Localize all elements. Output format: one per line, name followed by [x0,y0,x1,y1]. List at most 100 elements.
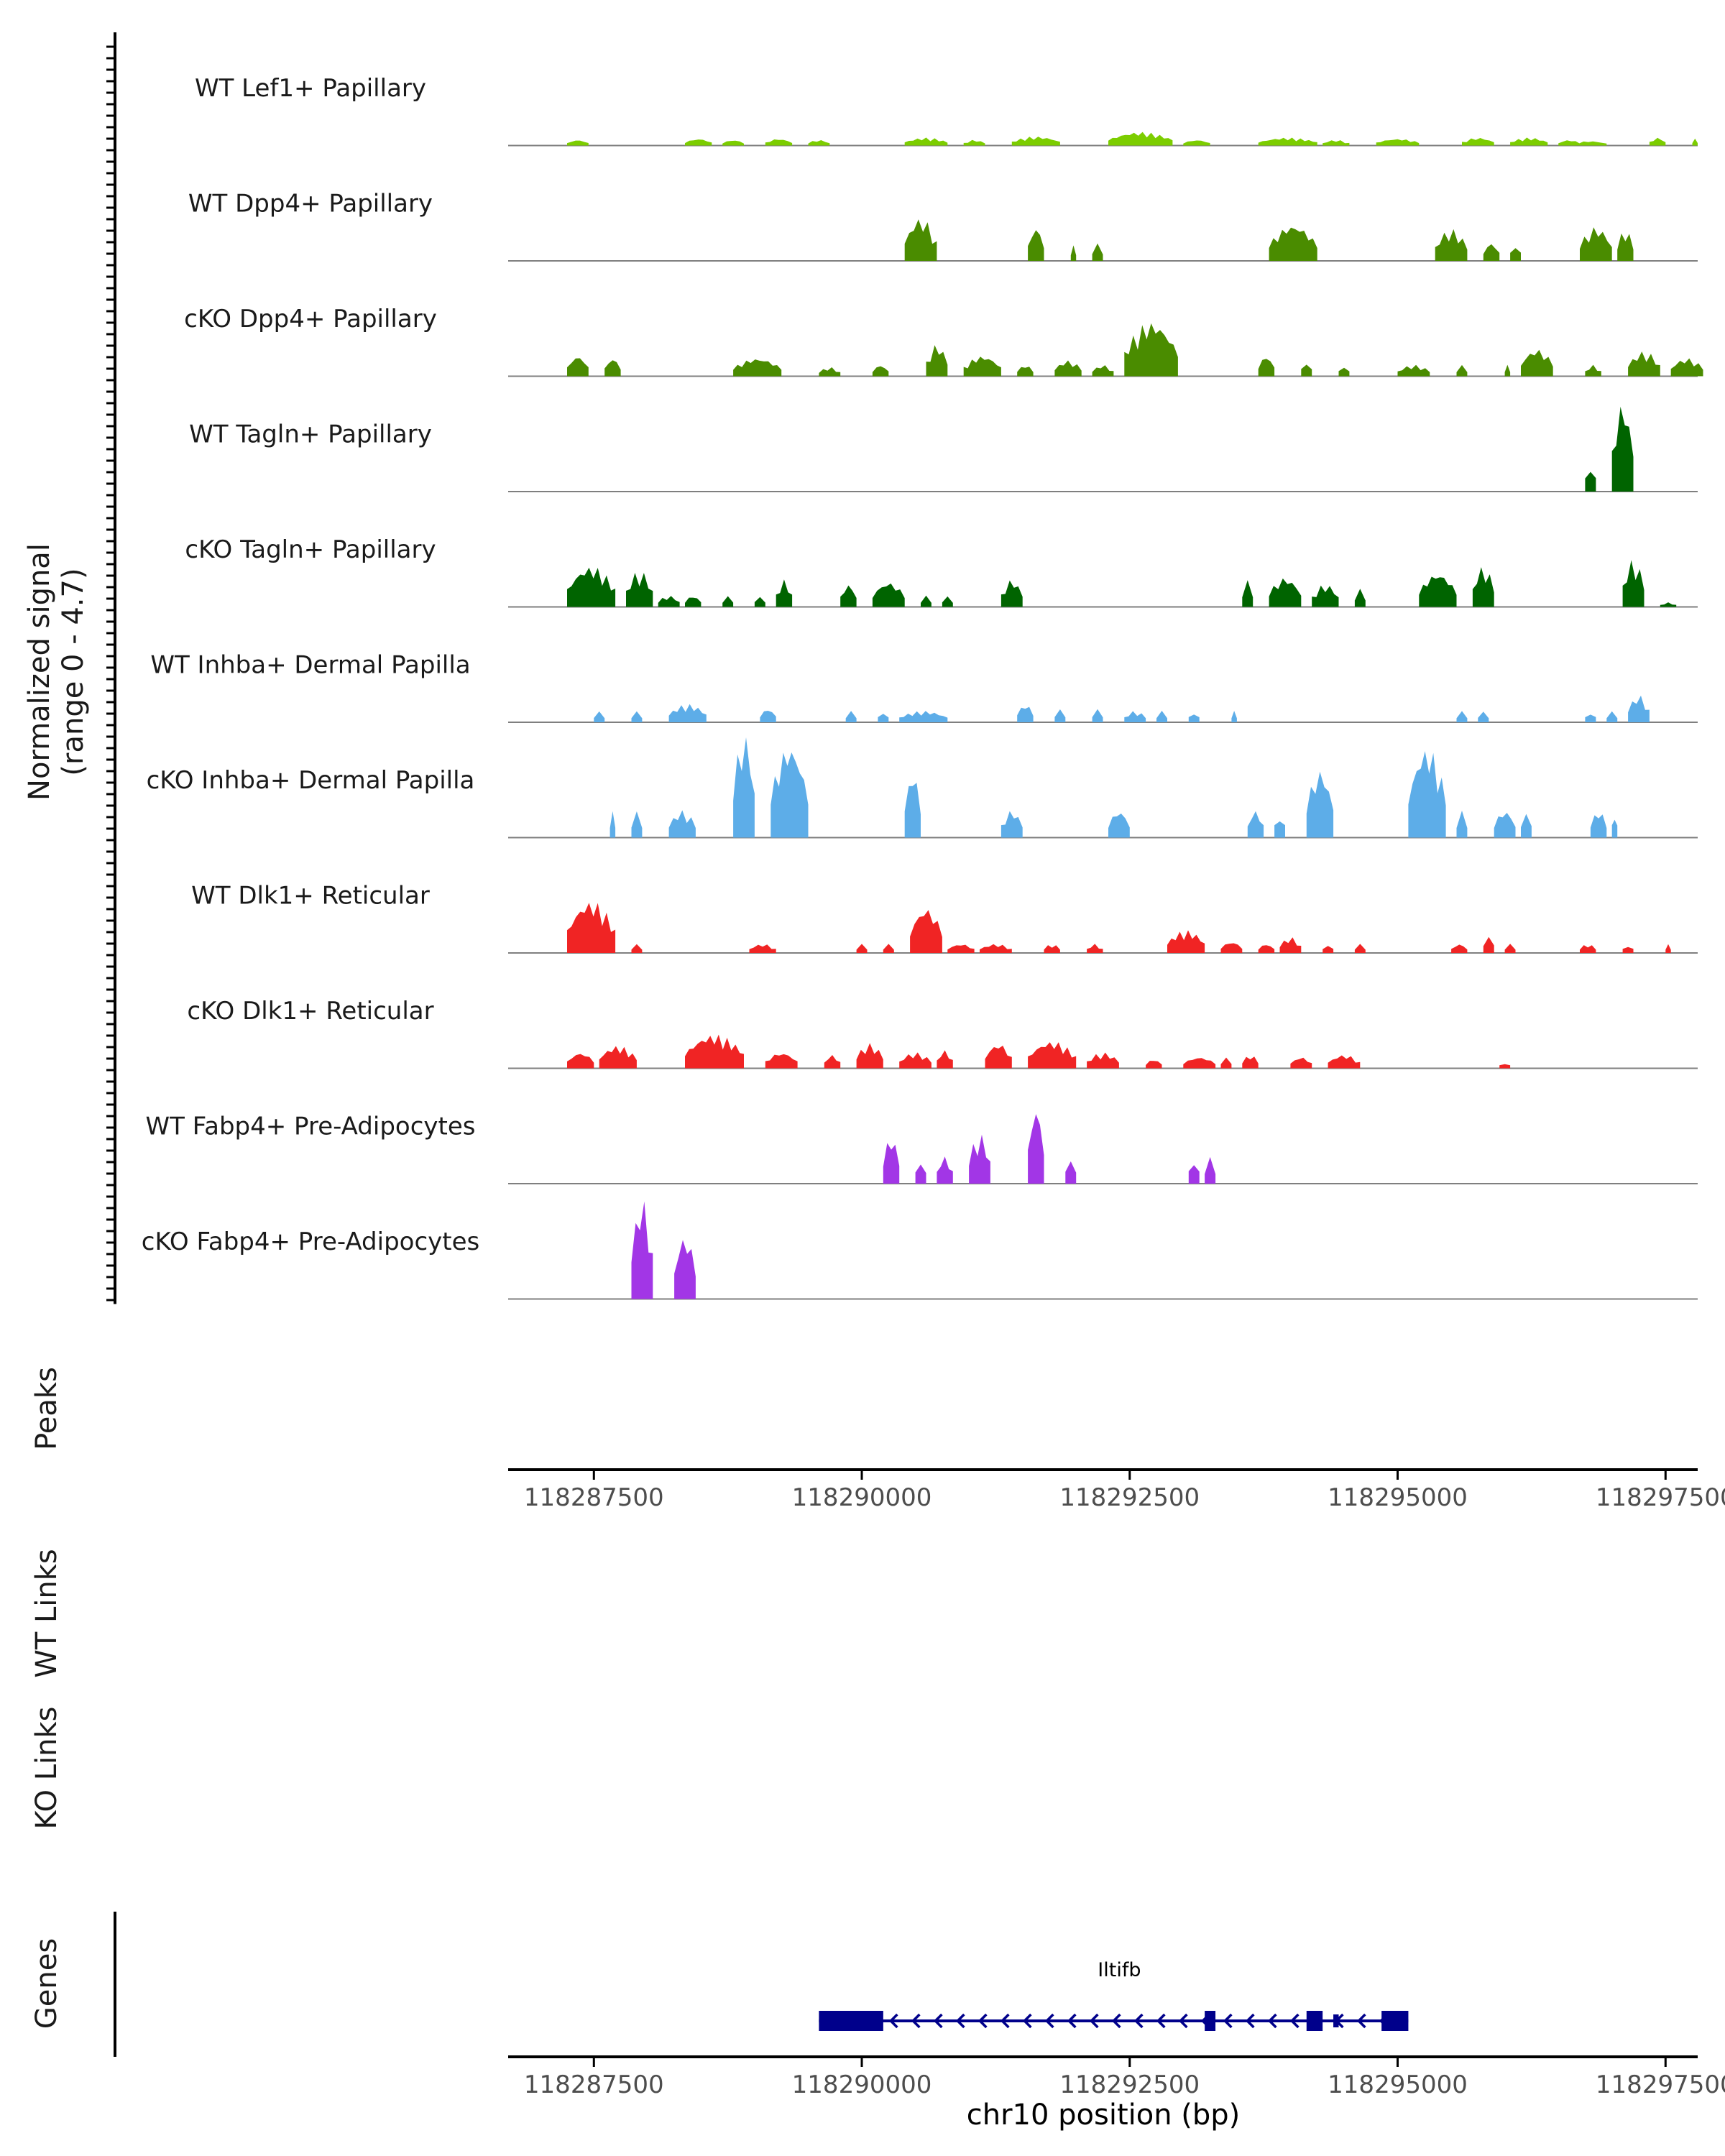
signal-peak [1306,771,1334,838]
signal-peak [1258,137,1317,146]
signal-peak [872,583,905,607]
strand-arrow [1245,2013,1255,2029]
signal-peak [1220,1057,1232,1069]
signal-peak [969,1134,990,1184]
signal-peak [904,783,921,838]
strand-arrow [1044,2013,1054,2029]
track-label: cKO Tagln+ Papillary [185,535,436,564]
signal-peak [878,714,889,722]
signal-peak [1188,1165,1200,1184]
signal-peak [1483,244,1500,261]
gene-name-label: Iltifb [1098,1959,1141,1981]
track-3: cKO Dpp4+ Papillary [184,305,1703,377]
signal-peak [1472,567,1494,607]
signal-peak [754,596,765,607]
signal-peak [770,752,809,838]
track-label: WT Dpp4+ Papillary [188,190,433,218]
gene-model: Iltifb [819,1959,1409,2031]
signal-peak [1322,140,1350,146]
signal-peak [1504,364,1511,377]
signal-peak [1504,944,1516,953]
x-tick-label: 118292500 [1059,2070,1200,2099]
signal-peak [1017,706,1034,722]
signal-peak [599,1046,637,1069]
signal-peak [1269,227,1317,261]
x-tick-label: 118297500 [1596,1483,1725,1512]
signal-peak [567,358,589,377]
signal-peak [1258,945,1275,953]
signal-peak [1146,1061,1162,1069]
track-label: WT Lef1+ Papillary [195,74,426,103]
signal-peak [937,1156,953,1184]
signal-peak [985,1046,1012,1069]
signal-peak [963,139,985,146]
signal-peak [1670,358,1703,377]
signal-peak [899,711,948,722]
strand-arrow [911,2013,921,2029]
y-axis-title-line1: Normalized signal [23,543,56,801]
strand-arrow [1223,2013,1233,2029]
signal-peak [685,1034,744,1069]
signal-peak [1580,945,1596,953]
track-label: cKO Inhba+ Dermal Papilla [147,766,475,795]
signal-peak [947,944,975,953]
signal-peak [1183,140,1210,146]
genes-x-axis: 118287500 118290000 118292500 118295000 1182… [508,2055,1725,2099]
signal-peak [685,139,712,146]
track-label: WT Inhba+ Dermal Papilla [150,651,470,680]
x-tick-label: 118290000 [792,2070,932,2099]
signal-peak [1000,580,1023,607]
signal-peak [567,140,589,146]
signal-peak [1312,585,1339,607]
signal-peak [1231,711,1237,722]
x-tick-label: 118287500 [524,1483,664,1512]
signal-peak [668,810,696,838]
signal-peak [856,1043,883,1069]
track-7: cKO Inhba+ Dermal Papilla [147,737,1698,839]
signal-peak [1617,233,1634,261]
signal-peak [1124,711,1146,722]
track-2: WT Dpp4+ Papillary [188,190,1698,262]
signal-peak [1092,243,1103,261]
signal-peak [1269,578,1302,607]
strand-arrow [1089,2013,1099,2029]
signal-peak [926,345,948,377]
signal-peak [567,1054,594,1069]
signal-peak [904,219,937,261]
strand-arrow [1356,2013,1366,2029]
track-label: cKO Dpp4+ Papillary [184,305,437,333]
signal-peak [733,737,755,838]
signal-peak [1092,709,1103,722]
track-9: cKO Dlk1+ Reticular [187,997,1698,1069]
strand-arrow [1111,2013,1121,2029]
signal-peak [1622,560,1644,607]
signal-peak [567,567,616,607]
signal-peak [1328,1055,1361,1069]
strand-arrow [1156,2013,1166,2029]
signal-peak [1499,1064,1511,1069]
x-axis-title: chr10 position (bp) [967,2099,1241,2132]
signal-peak [1606,711,1618,722]
signal-peak [1456,811,1468,838]
signal-peak [1274,821,1285,838]
signal-peak [1065,1161,1077,1184]
signal-peak [840,585,857,607]
signal-peak [749,944,776,953]
signal-peak [594,711,605,722]
signal-peak [1628,695,1650,722]
track-label: cKO Fabp4+ Pre-Adipocytes [142,1227,480,1256]
signal-peak [1510,137,1548,146]
signal-peak [1183,1058,1216,1069]
signal-peak [631,811,643,838]
signal-peak [1054,360,1082,377]
x-tick-label: 118292500 [1059,1483,1200,1512]
signal-peak [1456,364,1468,377]
signal-peak [1070,245,1077,261]
signal-peak [1258,359,1275,377]
y-axis-title: Normalized signal (range 0 - 4.7) [23,543,90,801]
signal-peak [604,360,621,377]
signal-peak [1419,576,1457,607]
strand-arrow [1267,2013,1277,2029]
signal-peak [808,140,830,146]
